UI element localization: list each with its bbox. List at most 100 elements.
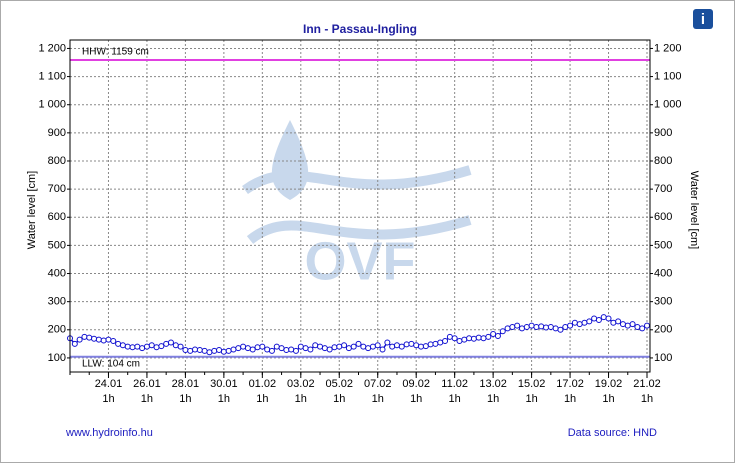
data-point [624, 322, 631, 329]
data-point [105, 336, 112, 343]
data-point [422, 343, 429, 350]
info-icon-text[interactable]: i [701, 11, 705, 28]
x-tick-label: 17.02 [556, 378, 584, 390]
data-point [494, 332, 501, 339]
footer-source: Data source: HND [568, 427, 657, 439]
data-point [634, 323, 641, 330]
watermark-waves [242, 165, 472, 244]
y-tick-label: 800 [48, 155, 66, 167]
y-axis-label: Water level [cm] [26, 171, 38, 249]
data-point [586, 318, 593, 325]
data-point [163, 340, 170, 347]
data-point [302, 345, 309, 352]
y2-tick-label: 300 [654, 296, 672, 308]
data-point [360, 343, 367, 350]
data-point [211, 347, 218, 354]
data-point [139, 345, 146, 352]
y2-axis-label: Water level [cm] [688, 171, 700, 249]
data-point [273, 343, 280, 350]
data-point [350, 343, 357, 350]
data-point [292, 347, 299, 354]
data-point [466, 335, 473, 342]
data-point [379, 346, 386, 353]
data-point [143, 343, 150, 350]
x-tick-label: 26.01 [133, 378, 161, 390]
y2-tick-label: 600 [654, 211, 672, 223]
data-point [576, 321, 583, 328]
y2-tick-label: 100 [654, 352, 672, 364]
data-point [538, 323, 545, 330]
x-tick-sublabel: 1h [295, 393, 307, 405]
x-tick-label: 19.02 [595, 378, 623, 390]
data-point [389, 343, 396, 350]
data-point [384, 339, 391, 346]
x-tick-label: 07.02 [364, 378, 392, 390]
data-point [644, 322, 650, 329]
y2-tick-label: 800 [654, 155, 672, 167]
data-point [393, 342, 400, 349]
data-point [427, 341, 434, 348]
data-point [331, 344, 338, 351]
x-tick-sublabel: 1h [333, 393, 345, 405]
x-tick-sublabel: 1h [141, 393, 153, 405]
y-tick-label: 200 [48, 324, 66, 336]
x-tick-label: 11.02 [441, 378, 468, 390]
x-tick-sublabel: 1h [372, 393, 384, 405]
data-point [600, 314, 607, 321]
llw-label: LLW: 104 cm [82, 358, 140, 369]
data-point [418, 343, 425, 350]
data-point [153, 344, 160, 351]
x-tick-sublabel: 1h [102, 393, 114, 405]
data-point [119, 342, 126, 349]
y2-tick-label: 500 [654, 239, 672, 251]
watermark: OVF [304, 231, 415, 291]
data-point [100, 337, 107, 344]
data-point [581, 319, 588, 326]
data-point [167, 339, 174, 346]
data-point [312, 342, 319, 349]
data-point [95, 336, 102, 343]
y2-tick-label: 900 [654, 127, 672, 139]
x-tick-label: 15.02 [518, 378, 546, 390]
x-tick-sublabel: 1h [525, 393, 537, 405]
y-tick-label: 900 [48, 127, 66, 139]
data-point [374, 342, 381, 349]
y-tick-label: 600 [48, 211, 66, 223]
data-point [134, 343, 141, 350]
y2-tick-label: 1 100 [654, 70, 682, 82]
data-point [235, 345, 242, 352]
x-tick-sublabel: 1h [564, 393, 576, 405]
footer-link[interactable]: www.hydroinfo.hu [65, 427, 153, 439]
x-tick-sublabel: 1h [487, 393, 499, 405]
data-point [244, 345, 251, 352]
y-tick-label: 300 [48, 296, 66, 308]
data-point [201, 347, 208, 354]
data-point [182, 347, 189, 354]
data-point [177, 343, 184, 350]
data-point [268, 347, 275, 354]
data-point [158, 343, 165, 350]
data-point [283, 347, 290, 354]
y-tick-label: 400 [48, 267, 66, 279]
y-tick-label: 700 [48, 183, 66, 195]
data-point [639, 325, 646, 332]
data-point [192, 346, 199, 353]
x-tick-sublabel: 1h [641, 393, 653, 405]
data-point [552, 325, 559, 332]
data-point [230, 346, 237, 353]
data-point [475, 334, 482, 341]
data-point [321, 345, 328, 352]
data-point [76, 336, 83, 343]
data-point [446, 333, 453, 340]
info-icon[interactable] [693, 9, 713, 29]
data-point [470, 335, 477, 342]
data-point [490, 331, 497, 338]
x-tick-sublabel: 1h [410, 393, 422, 405]
data-point [148, 342, 155, 349]
data-point [278, 345, 285, 352]
data-point [326, 346, 333, 353]
y-tick-label: 1 100 [38, 70, 66, 82]
x-tick-sublabel: 1h [218, 393, 230, 405]
data-point [571, 319, 578, 326]
data-point [543, 324, 550, 331]
